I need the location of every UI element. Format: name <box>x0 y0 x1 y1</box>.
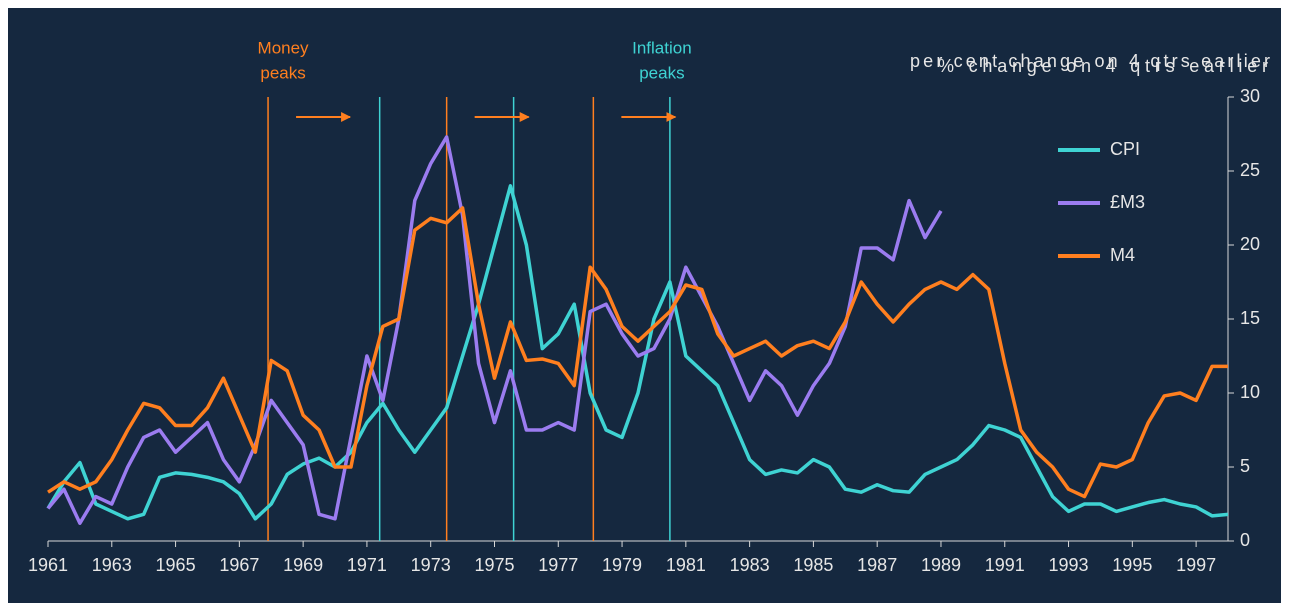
x-tick-label: 1963 <box>92 555 132 575</box>
x-tick-label: 1975 <box>474 555 514 575</box>
background <box>8 8 1281 603</box>
x-tick-label: 1979 <box>602 555 642 575</box>
annotation-label: Inflation <box>632 38 692 57</box>
series-line <box>46 135 943 525</box>
x-tick-label: 1981 <box>666 555 706 575</box>
y-tick-label: 5 <box>1240 456 1250 476</box>
x-tick-label: 1985 <box>793 555 833 575</box>
y-tick-label: 10 <box>1240 382 1260 402</box>
x-tick-label: 1997 <box>1176 555 1216 575</box>
y-tick-label: 25 <box>1240 160 1260 180</box>
x-tick-label: 1987 <box>857 555 897 575</box>
annotation-label: peaks <box>260 63 305 82</box>
legend-label: M4 <box>1110 245 1135 265</box>
y-tick-label: 0 <box>1240 530 1250 550</box>
series-line <box>47 206 1228 499</box>
annotation-label: peaks <box>639 63 684 82</box>
x-tick-label: 1969 <box>283 555 323 575</box>
x-tick-label: 1971 <box>347 555 387 575</box>
x-tick-label: 1973 <box>411 555 451 575</box>
x-tick-label: 1983 <box>730 555 770 575</box>
legend-label: CPI <box>1110 139 1140 159</box>
y-tick-label: 30 <box>1240 86 1260 106</box>
annotation-label: Money <box>258 38 310 57</box>
x-tick-label: 1989 <box>921 555 961 575</box>
x-tick-label: 1965 <box>156 555 196 575</box>
y-tick-label: 15 <box>1240 308 1260 328</box>
y-axis-label: per cent change on 4 qtrs earlier <box>910 51 1270 71</box>
x-tick-label: 1993 <box>1049 555 1089 575</box>
x-tick-label: 1967 <box>219 555 259 575</box>
y-tick-label: 20 <box>1240 234 1260 254</box>
x-tick-label: 1991 <box>985 555 1025 575</box>
series-line <box>46 184 1229 521</box>
x-tick-label: 1995 <box>1112 555 1152 575</box>
x-tick-label: 1961 <box>28 555 68 575</box>
x-tick-label: 1977 <box>538 555 578 575</box>
legend-label: £M3 <box>1110 192 1145 212</box>
